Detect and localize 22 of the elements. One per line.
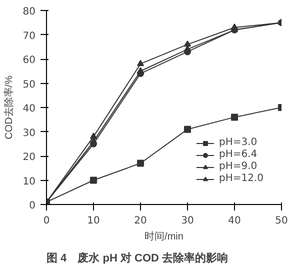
y-tick-label: 30 bbox=[22, 128, 36, 139]
x-tick-label: 30 bbox=[181, 216, 194, 226]
x-tick-label: 50 bbox=[275, 216, 288, 226]
legend-label: pH=9.0 bbox=[219, 161, 258, 172]
legend-label: pH=12.0 bbox=[219, 173, 264, 184]
legend-label: pH=6.4 bbox=[219, 149, 258, 160]
y-tick-label: 10 bbox=[22, 176, 36, 188]
y-tick-label: 40 bbox=[22, 104, 36, 114]
y-axis-title: COD去除率/% bbox=[2, 75, 15, 140]
x-tick-label: 0 bbox=[43, 216, 50, 226]
y-tick-label: 0 bbox=[29, 200, 36, 212]
x-tick-label: 20 bbox=[134, 216, 147, 226]
x-tick-label: 40 bbox=[228, 216, 241, 226]
x-axis-title: 时间/min bbox=[144, 230, 184, 242]
y-tick-label: 70 bbox=[22, 30, 36, 42]
caption: 图 4 废水 pH 对 COD 去除率的影响 bbox=[46, 252, 228, 264]
legend-label: pH=3.0 bbox=[219, 137, 258, 148]
y-tick-label: 80 bbox=[22, 6, 36, 18]
y-tick-label: 20 bbox=[22, 152, 36, 163]
y-tick-label: 50 bbox=[22, 79, 36, 90]
x-tick-label: 10 bbox=[87, 216, 100, 226]
y-tick-label: 60 bbox=[22, 55, 36, 66]
